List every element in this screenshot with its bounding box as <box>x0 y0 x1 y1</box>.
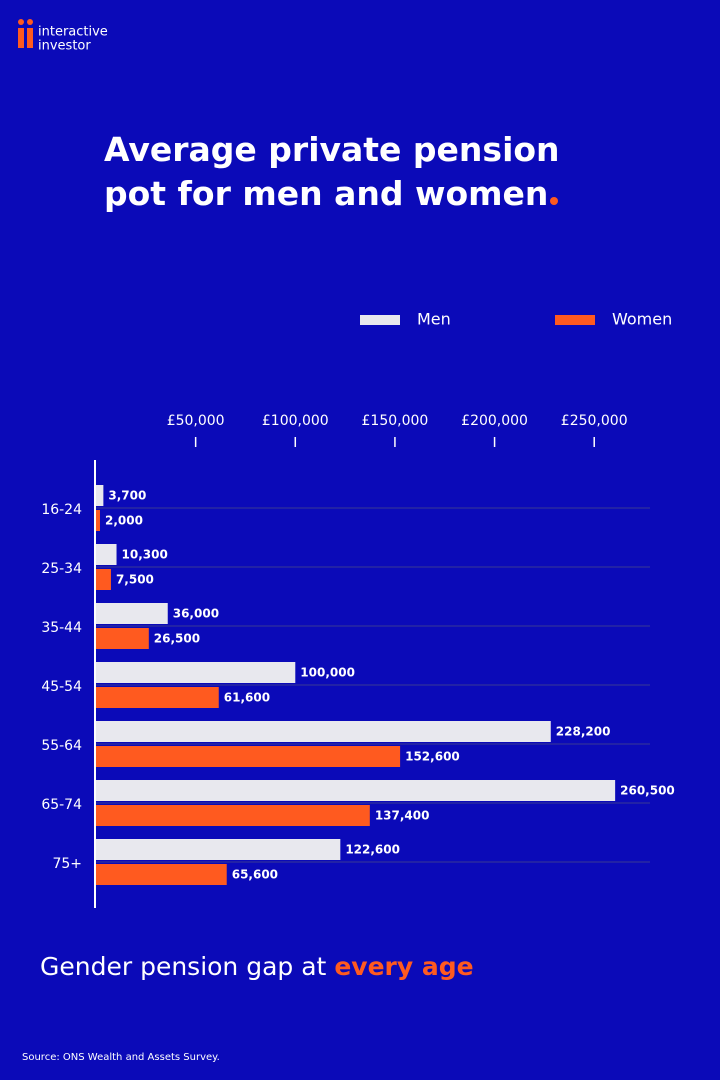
caption: Gender pension gap at every age <box>40 952 474 981</box>
value-label: 3,700 <box>108 489 146 503</box>
y-tick-label: 35-44 <box>41 620 82 636</box>
value-label: 10,300 <box>122 548 168 562</box>
caption-highlight: every age <box>334 952 474 981</box>
y-tick-label: 45-54 <box>41 679 82 695</box>
value-label: 36,000 <box>173 607 219 621</box>
bar <box>96 780 616 801</box>
legend-swatch <box>360 315 400 325</box>
bar <box>96 510 100 531</box>
value-label: 137,400 <box>375 809 430 823</box>
x-tick-label: £100,000 <box>262 413 329 429</box>
legend-label: Women <box>612 310 672 329</box>
x-tick-label: £50,000 <box>167 413 225 429</box>
bar <box>96 805 370 826</box>
value-label: 61,600 <box>224 691 270 705</box>
value-label: 65,600 <box>232 868 278 882</box>
value-label: 7,500 <box>116 573 154 587</box>
value-label: 26,500 <box>154 632 200 646</box>
y-tick-label: 25-34 <box>41 561 82 577</box>
title-text: Average private pension pot for men and … <box>104 130 560 213</box>
bar <box>96 839 341 860</box>
x-tick-label: £250,000 <box>561 413 628 429</box>
bar <box>96 485 104 506</box>
bar <box>96 721 551 742</box>
y-tick-label: 75+ <box>52 856 82 872</box>
bar <box>96 687 219 708</box>
y-tick-label: 65-74 <box>41 797 82 813</box>
x-tick-label: £200,000 <box>461 413 528 429</box>
bar <box>96 628 149 649</box>
bar <box>96 544 117 565</box>
y-tick-label: 16-24 <box>41 502 82 518</box>
value-label: 152,600 <box>405 750 460 764</box>
source: Source: ONS Wealth and Assets Survey. <box>22 1052 220 1063</box>
bar <box>96 746 401 767</box>
bar <box>96 662 296 683</box>
legend-swatch <box>555 315 595 325</box>
value-label: 228,200 <box>556 725 611 739</box>
value-label: 260,500 <box>620 784 675 798</box>
caption-text: Gender pension gap at <box>40 952 327 981</box>
bar <box>96 569 111 590</box>
chart-title: Average private pension pot for men and … <box>104 128 624 216</box>
value-label: 100,000 <box>300 666 355 680</box>
logo-text: interactive <box>38 25 108 40</box>
bar <box>96 603 168 624</box>
bar <box>96 864 227 885</box>
x-tick-label: £150,000 <box>362 413 429 429</box>
value-label: 2,000 <box>105 514 143 528</box>
title-dot <box>550 197 559 205</box>
legend-label: Men <box>417 310 451 329</box>
logo-icon <box>18 19 33 48</box>
logo-text: investor <box>38 39 91 54</box>
y-tick-label: 55-64 <box>41 738 82 754</box>
value-label: 122,600 <box>345 843 400 857</box>
